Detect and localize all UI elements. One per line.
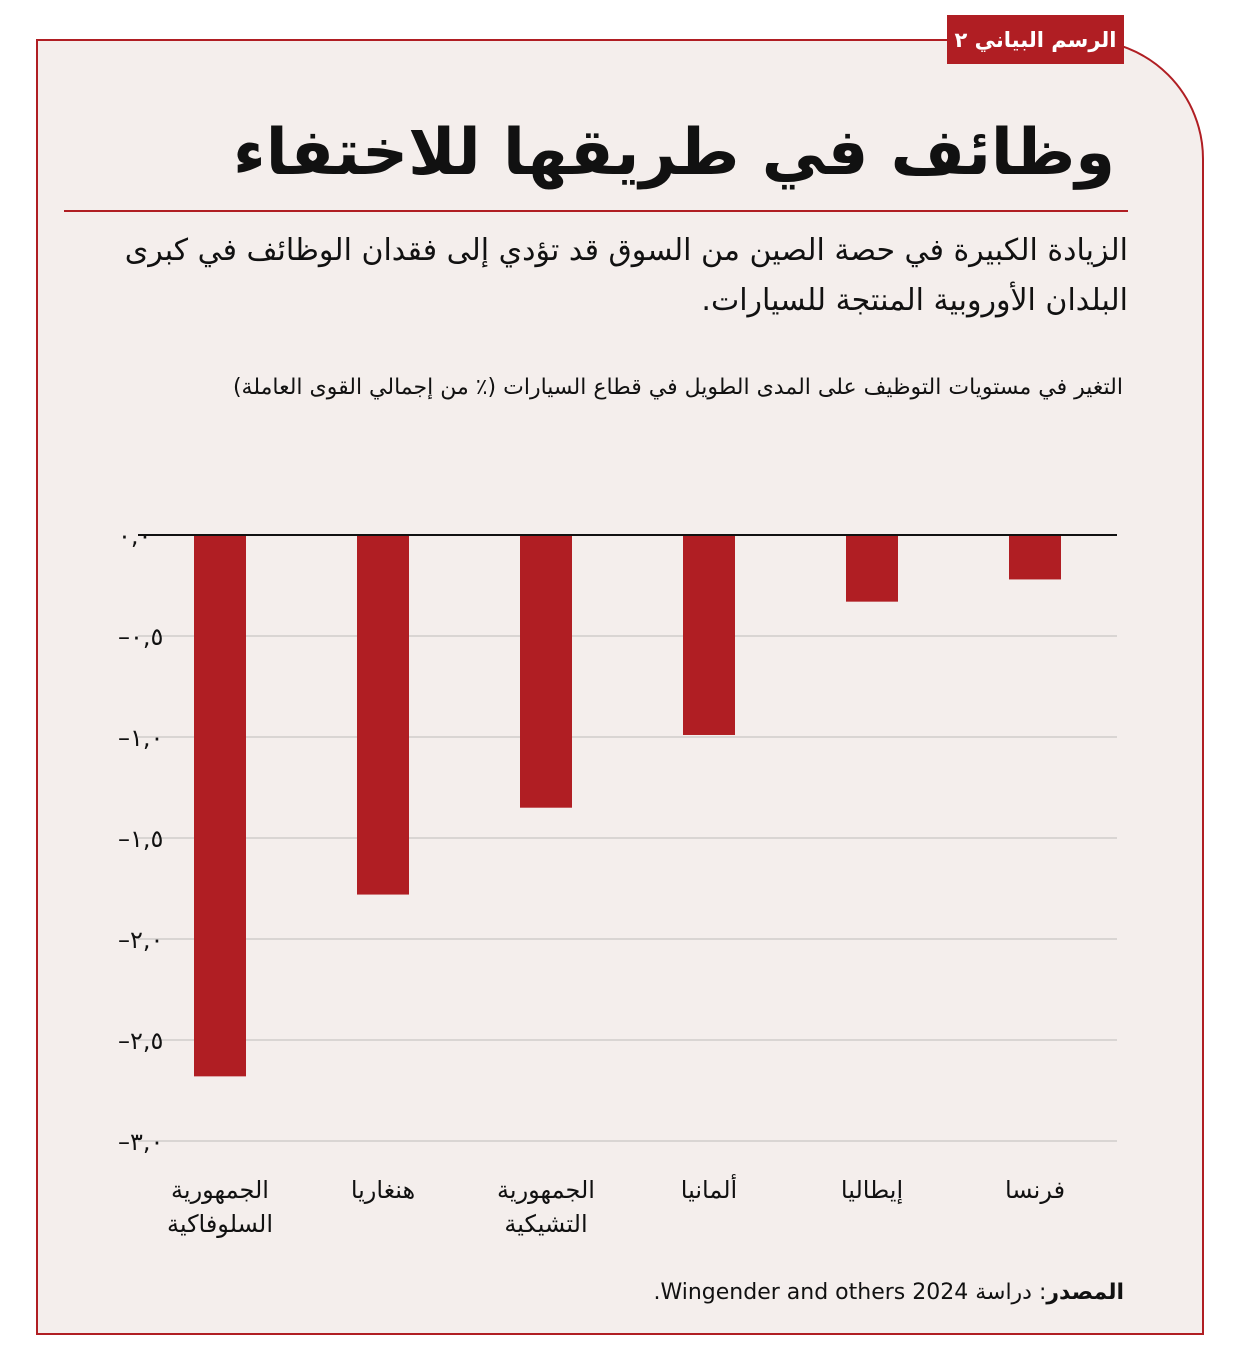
bar — [357, 535, 409, 895]
x-tick-label: فرنسا — [1005, 1176, 1065, 1204]
chart-title: وظائف في طريقها للاختفاء — [233, 116, 1115, 190]
bar — [846, 535, 898, 602]
source-label: المصدر — [1046, 1280, 1124, 1305]
bar — [683, 535, 735, 735]
chart-subtitle: الزيادة الكبيرة في حصة الصين من السوق قد… — [124, 233, 1128, 318]
chart-number-tag: الرسم البياني ٢ — [947, 15, 1124, 64]
x-tick-label: إيطاليا — [841, 1176, 903, 1205]
source-note: المصدر: دراسة Wingender and others 2024. — [560, 1280, 1124, 1305]
x-tick-label: التشيكية — [504, 1210, 587, 1238]
x-tick-label: السلوفاكية — [167, 1210, 273, 1238]
y-tick-label: ٣,٠– — [118, 1128, 163, 1156]
y-tick-label: ٢,٥– — [118, 1027, 163, 1055]
y-tick-label: ١,٠– — [118, 724, 163, 752]
x-tick-label: هنغاريا — [351, 1176, 415, 1204]
x-tick-label: ألمانيا — [681, 1174, 737, 1204]
bar — [1009, 535, 1061, 580]
x-tick-label: الجمهورية — [171, 1176, 269, 1204]
y-axis-label: التغير في مستويات التوظيف على المدى الطو… — [232, 375, 1123, 400]
x-tick-label: الجمهورية — [497, 1176, 595, 1204]
y-tick-label: ١,٥– — [118, 825, 163, 853]
source-text: : دراسة Wingender and others 2024. — [653, 1280, 1047, 1305]
bar — [520, 535, 572, 808]
y-tick-label: ٠,٥– — [118, 623, 163, 651]
y-tick-label: ٢,٠– — [118, 926, 163, 954]
bar — [194, 535, 246, 1077]
title-divider — [64, 210, 1128, 212]
